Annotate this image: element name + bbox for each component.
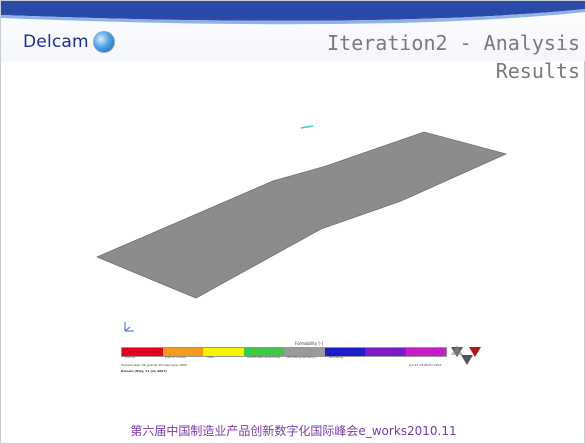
timestamp-note: Jun 11 15:06:57 2007: [409, 363, 442, 367]
delcam-arrows-icon: [451, 345, 481, 365]
process-step-note: Process step: 90_gravity Process type: D…: [121, 363, 187, 367]
legend-segment: [203, 348, 244, 356]
formability-legend: Formability [-] Cracks Risk of cracks Sa…: [119, 341, 489, 377]
legend-label: Wrinkling tendency: [287, 355, 316, 359]
legend-label: Cracks: [125, 355, 136, 359]
legend-segment: [324, 348, 365, 356]
legend-label: Safe: [207, 355, 214, 359]
legend-color-bar: [121, 347, 447, 357]
legend-segment: [162, 348, 203, 356]
delcam-note: Delcam [Italy, 11 Jun 2007]: [121, 369, 167, 373]
title-line-1: Iteration2 - Analysis: [327, 31, 580, 55]
legend-segment: [284, 348, 325, 356]
part-viewport[interactable]: [1, 111, 585, 341]
legend-label: Risk of cracks: [165, 355, 186, 359]
legend-label: Wrinkling: [329, 355, 344, 359]
legend-title: Formability [-]: [294, 341, 324, 346]
banner-swoosh: [1, 1, 585, 25]
delcam-logo: Delcam: [23, 31, 115, 53]
globe-icon: [92, 31, 115, 53]
legend-segment: [365, 348, 406, 356]
cyan-marker: [300, 125, 314, 129]
legend-segment: [243, 348, 284, 356]
title-line-2: Results: [495, 59, 580, 83]
logo-text: Delcam: [23, 32, 89, 52]
axis-triad-icon: [124, 322, 134, 332]
legend-segment: [122, 348, 163, 356]
legend-segment: [405, 348, 446, 356]
slide-title: Iteration2 - Analysis Results: [260, 29, 580, 85]
footer-text: 第六届中国制造业产品创新数字化国际峰会e_works2010.11: [130, 424, 457, 438]
part-surface: [95, 131, 508, 299]
legend-label: Insufficient stretching: [247, 355, 280, 359]
